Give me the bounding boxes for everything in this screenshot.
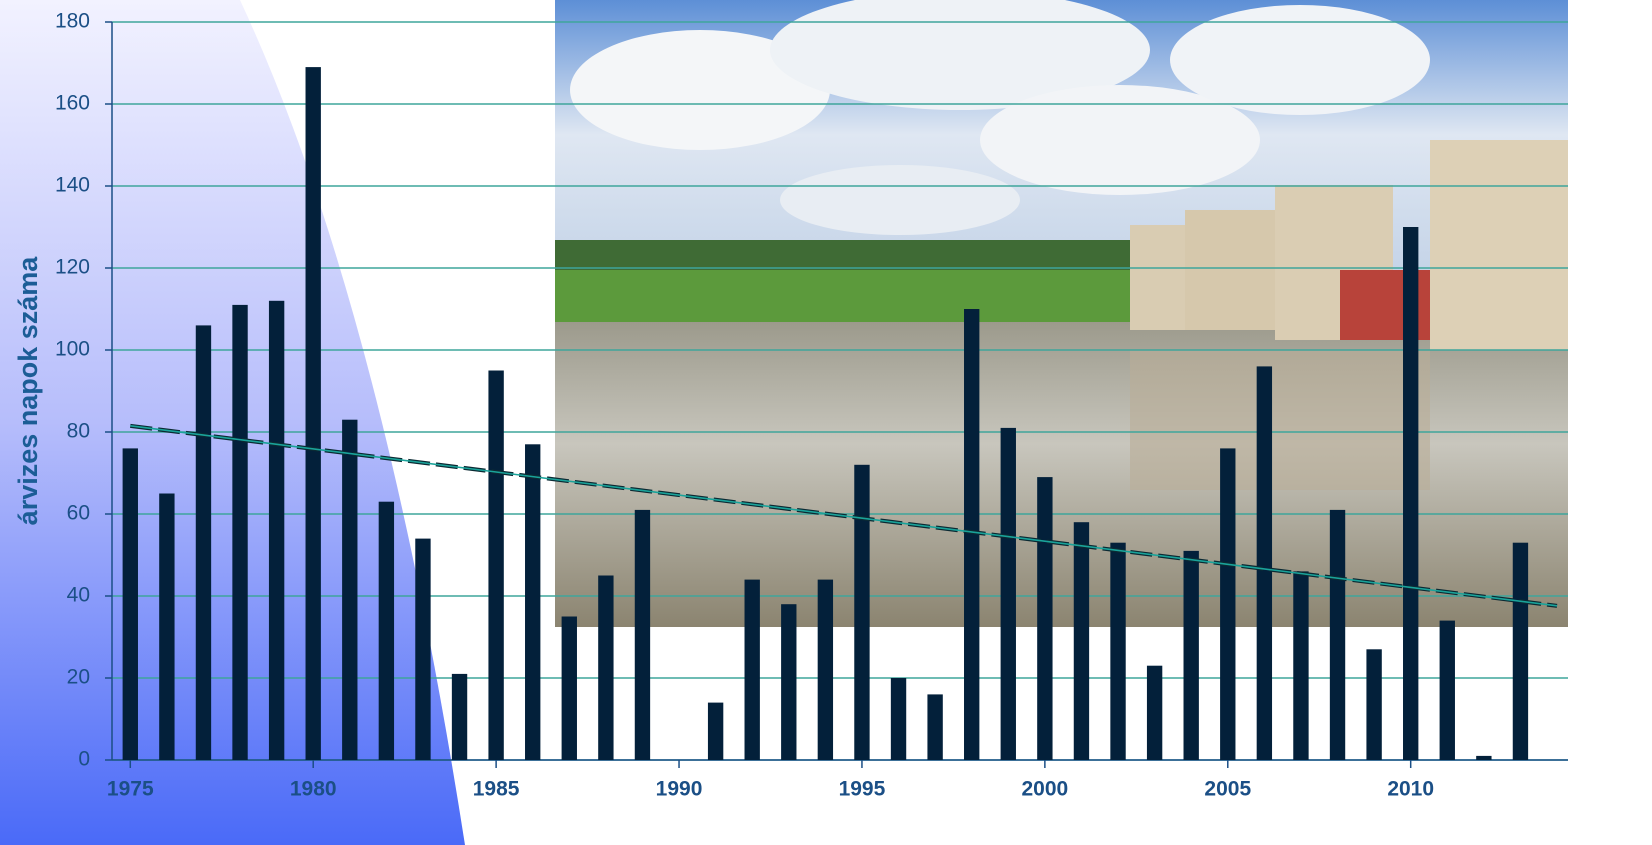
bar: [817, 579, 834, 760]
x-tick-label: 1975: [107, 778, 154, 801]
bar: [1146, 665, 1163, 760]
y-tick-label: 160: [55, 92, 90, 115]
bar: [415, 538, 431, 760]
y-tick-label: 140: [55, 174, 90, 197]
y-tick-label: 0: [78, 748, 90, 771]
bar: [1329, 509, 1346, 760]
bar: [854, 464, 870, 760]
bar: [122, 448, 138, 760]
trend-line: [130, 425, 1558, 607]
bar: [525, 444, 541, 760]
bar: [232, 304, 248, 760]
bar: [1183, 550, 1199, 760]
bar: [1476, 755, 1492, 760]
bar: [1000, 427, 1016, 760]
bar: [268, 300, 285, 760]
bar: [451, 673, 468, 760]
bar: [744, 579, 760, 760]
bar: [890, 678, 907, 760]
bar: [305, 67, 321, 761]
bar: [1403, 227, 1419, 760]
bar: [378, 501, 395, 760]
x-tick-label: 2010: [1387, 778, 1434, 801]
x-tick-label: 1985: [473, 778, 520, 801]
x-tick-label: 1980: [290, 778, 337, 801]
bar: [1439, 620, 1455, 760]
x-tick-label: 1995: [839, 778, 886, 801]
bar: [1512, 542, 1529, 760]
y-tick-label: 40: [67, 584, 90, 607]
y-tick-label: 120: [55, 256, 90, 279]
bar: [561, 616, 577, 760]
bar: [1073, 522, 1090, 760]
x-tick-label: 2000: [1022, 778, 1069, 801]
y-tick-label: 100: [55, 338, 90, 361]
bar: [598, 575, 614, 760]
bar: [1293, 571, 1309, 760]
bar: [1037, 477, 1053, 760]
bar: [195, 325, 212, 760]
bar: [927, 694, 943, 760]
bar: [1366, 649, 1382, 760]
y-tick-label: 80: [67, 420, 90, 443]
bar: [342, 419, 358, 760]
bar: [634, 509, 651, 760]
x-tick-label: 2005: [1204, 778, 1251, 801]
y-tick-label: 60: [67, 502, 90, 525]
y-tick-label: 180: [55, 10, 90, 33]
bar: [707, 702, 724, 760]
bar: [781, 604, 797, 760]
y-tick-label: 20: [67, 666, 90, 689]
bar: [1256, 366, 1273, 760]
y-axis-label: árvizes napok száma: [13, 256, 43, 526]
x-tick-label: 1990: [656, 778, 703, 801]
bar: [964, 309, 980, 760]
bar: [1110, 542, 1126, 760]
bar: [488, 370, 504, 760]
bar: [159, 493, 175, 760]
bar: [1220, 448, 1236, 760]
